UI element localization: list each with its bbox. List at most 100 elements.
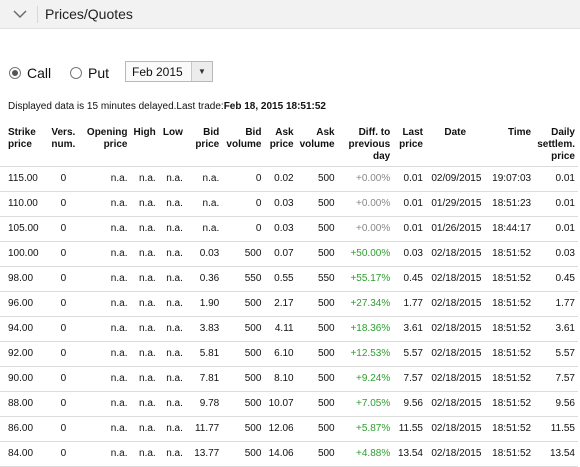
column-header-ask-price: Ask price xyxy=(264,124,297,167)
cell-bid-price: 11.77 xyxy=(185,416,223,442)
table-row: 90.00 0 n.a. n.a. n.a. 7.81 500 8.10 500 +9.24% 7.… xyxy=(0,366,578,392)
cell-last: 0.01 xyxy=(393,216,426,242)
cell-ask-price: 8.10 xyxy=(264,366,297,392)
cell-opening: n.a. xyxy=(80,316,131,342)
cell-time: 18:51:52 xyxy=(484,391,535,417)
table-row: 110.00 0 n.a. n.a. n.a. n.a. 0 0.03 500 +0.00% 0.0… xyxy=(0,191,578,217)
table-row: 88.00 0 n.a. n.a. n.a. 9.78 500 10.07 500 +7.05% 9… xyxy=(0,391,578,417)
cell-bid-price: 3.83 xyxy=(185,316,223,342)
chevron-down-icon[interactable] xyxy=(13,9,27,19)
cell-high: n.a. xyxy=(130,241,159,267)
cell-settlement: 0.01 xyxy=(534,191,578,217)
cell-settlement: 0.03 xyxy=(534,241,578,267)
cell-bid-volume: 550 xyxy=(222,266,265,292)
panel-header[interactable]: Prices/Quotes xyxy=(0,0,580,29)
cell-date: 02/18/2015 xyxy=(426,241,485,267)
cell-settlement: 5.57 xyxy=(534,341,578,367)
cell-date: 02/09/2015 xyxy=(426,166,485,192)
cell-vers: 0 xyxy=(45,241,81,267)
cell-strike: 92.00 xyxy=(0,341,46,367)
put-option[interactable]: Put xyxy=(70,64,109,82)
cell-settlement: 13.54 xyxy=(534,441,578,467)
cell-high: n.a. xyxy=(130,341,159,367)
cell-strike: 86.00 xyxy=(0,416,46,442)
column-header-opening-line: Opening xyxy=(86,127,128,138)
column-header-opening-line: price xyxy=(103,139,128,150)
cell-opening: n.a. xyxy=(80,416,131,442)
panel-title: Prices/Quotes xyxy=(45,6,133,22)
cell-vers: 0 xyxy=(45,416,81,442)
expiry-month-select[interactable]: Feb 2015 ▼ xyxy=(125,61,213,82)
cell-high: n.a. xyxy=(130,166,159,192)
cell-diff: +0.00% xyxy=(337,166,394,192)
cell-vers: 0 xyxy=(45,391,81,417)
column-header-vers: Vers. num. xyxy=(45,124,81,167)
column-header-strike: Strike price xyxy=(0,124,46,167)
cell-low: n.a. xyxy=(158,191,186,217)
cell-date: 01/29/2015 xyxy=(426,191,485,217)
column-header-opening: Opening price xyxy=(80,124,131,167)
cell-time: 18:51:52 xyxy=(484,416,535,442)
column-header-bid-price-line: price xyxy=(195,139,220,150)
dropdown-arrow-icon[interactable]: ▼ xyxy=(191,62,212,81)
cell-ask-price: 14.06 xyxy=(264,441,297,467)
cell-opening: n.a. xyxy=(80,391,131,417)
call-radio[interactable] xyxy=(9,67,21,79)
cell-strike: 84.00 xyxy=(0,441,46,467)
cell-time: 18:51:52 xyxy=(484,241,535,267)
cell-last: 13.54 xyxy=(393,441,426,467)
cell-vers: 0 xyxy=(45,316,81,342)
cell-diff: +18.36% xyxy=(337,316,394,342)
cell-low: n.a. xyxy=(158,266,186,292)
table-row: 96.00 0 n.a. n.a. n.a. 1.90 500 2.17 500 +27.34% 1… xyxy=(0,291,578,317)
cell-ask-price: 0.55 xyxy=(264,266,297,292)
cell-ask-volume: 500 xyxy=(296,391,338,417)
cell-opening: n.a. xyxy=(80,366,131,392)
cell-vers: 0 xyxy=(45,291,81,317)
cell-vers: 0 xyxy=(45,191,81,217)
cell-ask-price: 6.10 xyxy=(264,341,297,367)
cell-high: n.a. xyxy=(130,391,159,417)
cell-strike: 98.00 xyxy=(0,266,46,292)
column-header-ask-volume: Ask volume xyxy=(296,124,338,167)
cell-ask-volume: 500 xyxy=(296,216,338,242)
cell-time: 18:51:52 xyxy=(484,441,535,467)
put-radio[interactable] xyxy=(70,67,82,79)
cell-high: n.a. xyxy=(130,216,159,242)
cell-date: 02/18/2015 xyxy=(426,316,485,342)
column-header-vers-line: Vers. xyxy=(51,127,76,138)
cell-date: 02/18/2015 xyxy=(426,291,485,317)
table-row: 115.00 0 n.a. n.a. n.a. n.a. 0 0.02 500 +0.00% 0.0… xyxy=(0,166,578,192)
cell-settlement: 0.01 xyxy=(534,216,578,242)
column-header-diff: Diff. to previous day xyxy=(337,124,394,167)
column-header-time-line: Time xyxy=(507,127,532,138)
cell-ask-price: 12.06 xyxy=(264,416,297,442)
column-header-strike-line: Strike xyxy=(8,127,36,138)
cell-bid-volume: 500 xyxy=(222,241,265,267)
column-header-ask-price-line: Ask xyxy=(275,127,294,138)
cell-date: 02/18/2015 xyxy=(426,441,485,467)
cell-bid-price: n.a. xyxy=(185,191,223,217)
table-row: 86.00 0 n.a. n.a. n.a. 11.77 500 12.06 500 +5.87%… xyxy=(0,416,578,442)
cell-bid-price: n.a. xyxy=(185,216,223,242)
cell-last: 7.57 xyxy=(393,366,426,392)
column-header-bid-volume-line: Bid xyxy=(245,127,262,138)
column-header-high: High xyxy=(130,124,159,167)
cell-ask-price: 0.07 xyxy=(264,241,297,267)
cell-ask-volume: 500 xyxy=(296,316,338,342)
cell-last: 3.61 xyxy=(393,316,426,342)
cell-date: 01/26/2015 xyxy=(426,216,485,242)
cell-low: n.a. xyxy=(158,391,186,417)
column-header-ask-volume-line: Ask xyxy=(316,127,335,138)
cell-ask-price: 10.07 xyxy=(264,391,297,417)
cell-bid-volume: 0 xyxy=(222,166,265,192)
call-option[interactable]: Call xyxy=(9,64,51,82)
cell-bid-price: 0.36 xyxy=(185,266,223,292)
cell-bid-volume: 500 xyxy=(222,366,265,392)
cell-diff: +50.00% xyxy=(337,241,394,267)
cell-bid-volume: 500 xyxy=(222,316,265,342)
cell-time: 19:07:03 xyxy=(484,166,535,192)
cell-strike: 96.00 xyxy=(0,291,46,317)
cell-low: n.a. xyxy=(158,341,186,367)
cell-vers: 0 xyxy=(45,341,81,367)
